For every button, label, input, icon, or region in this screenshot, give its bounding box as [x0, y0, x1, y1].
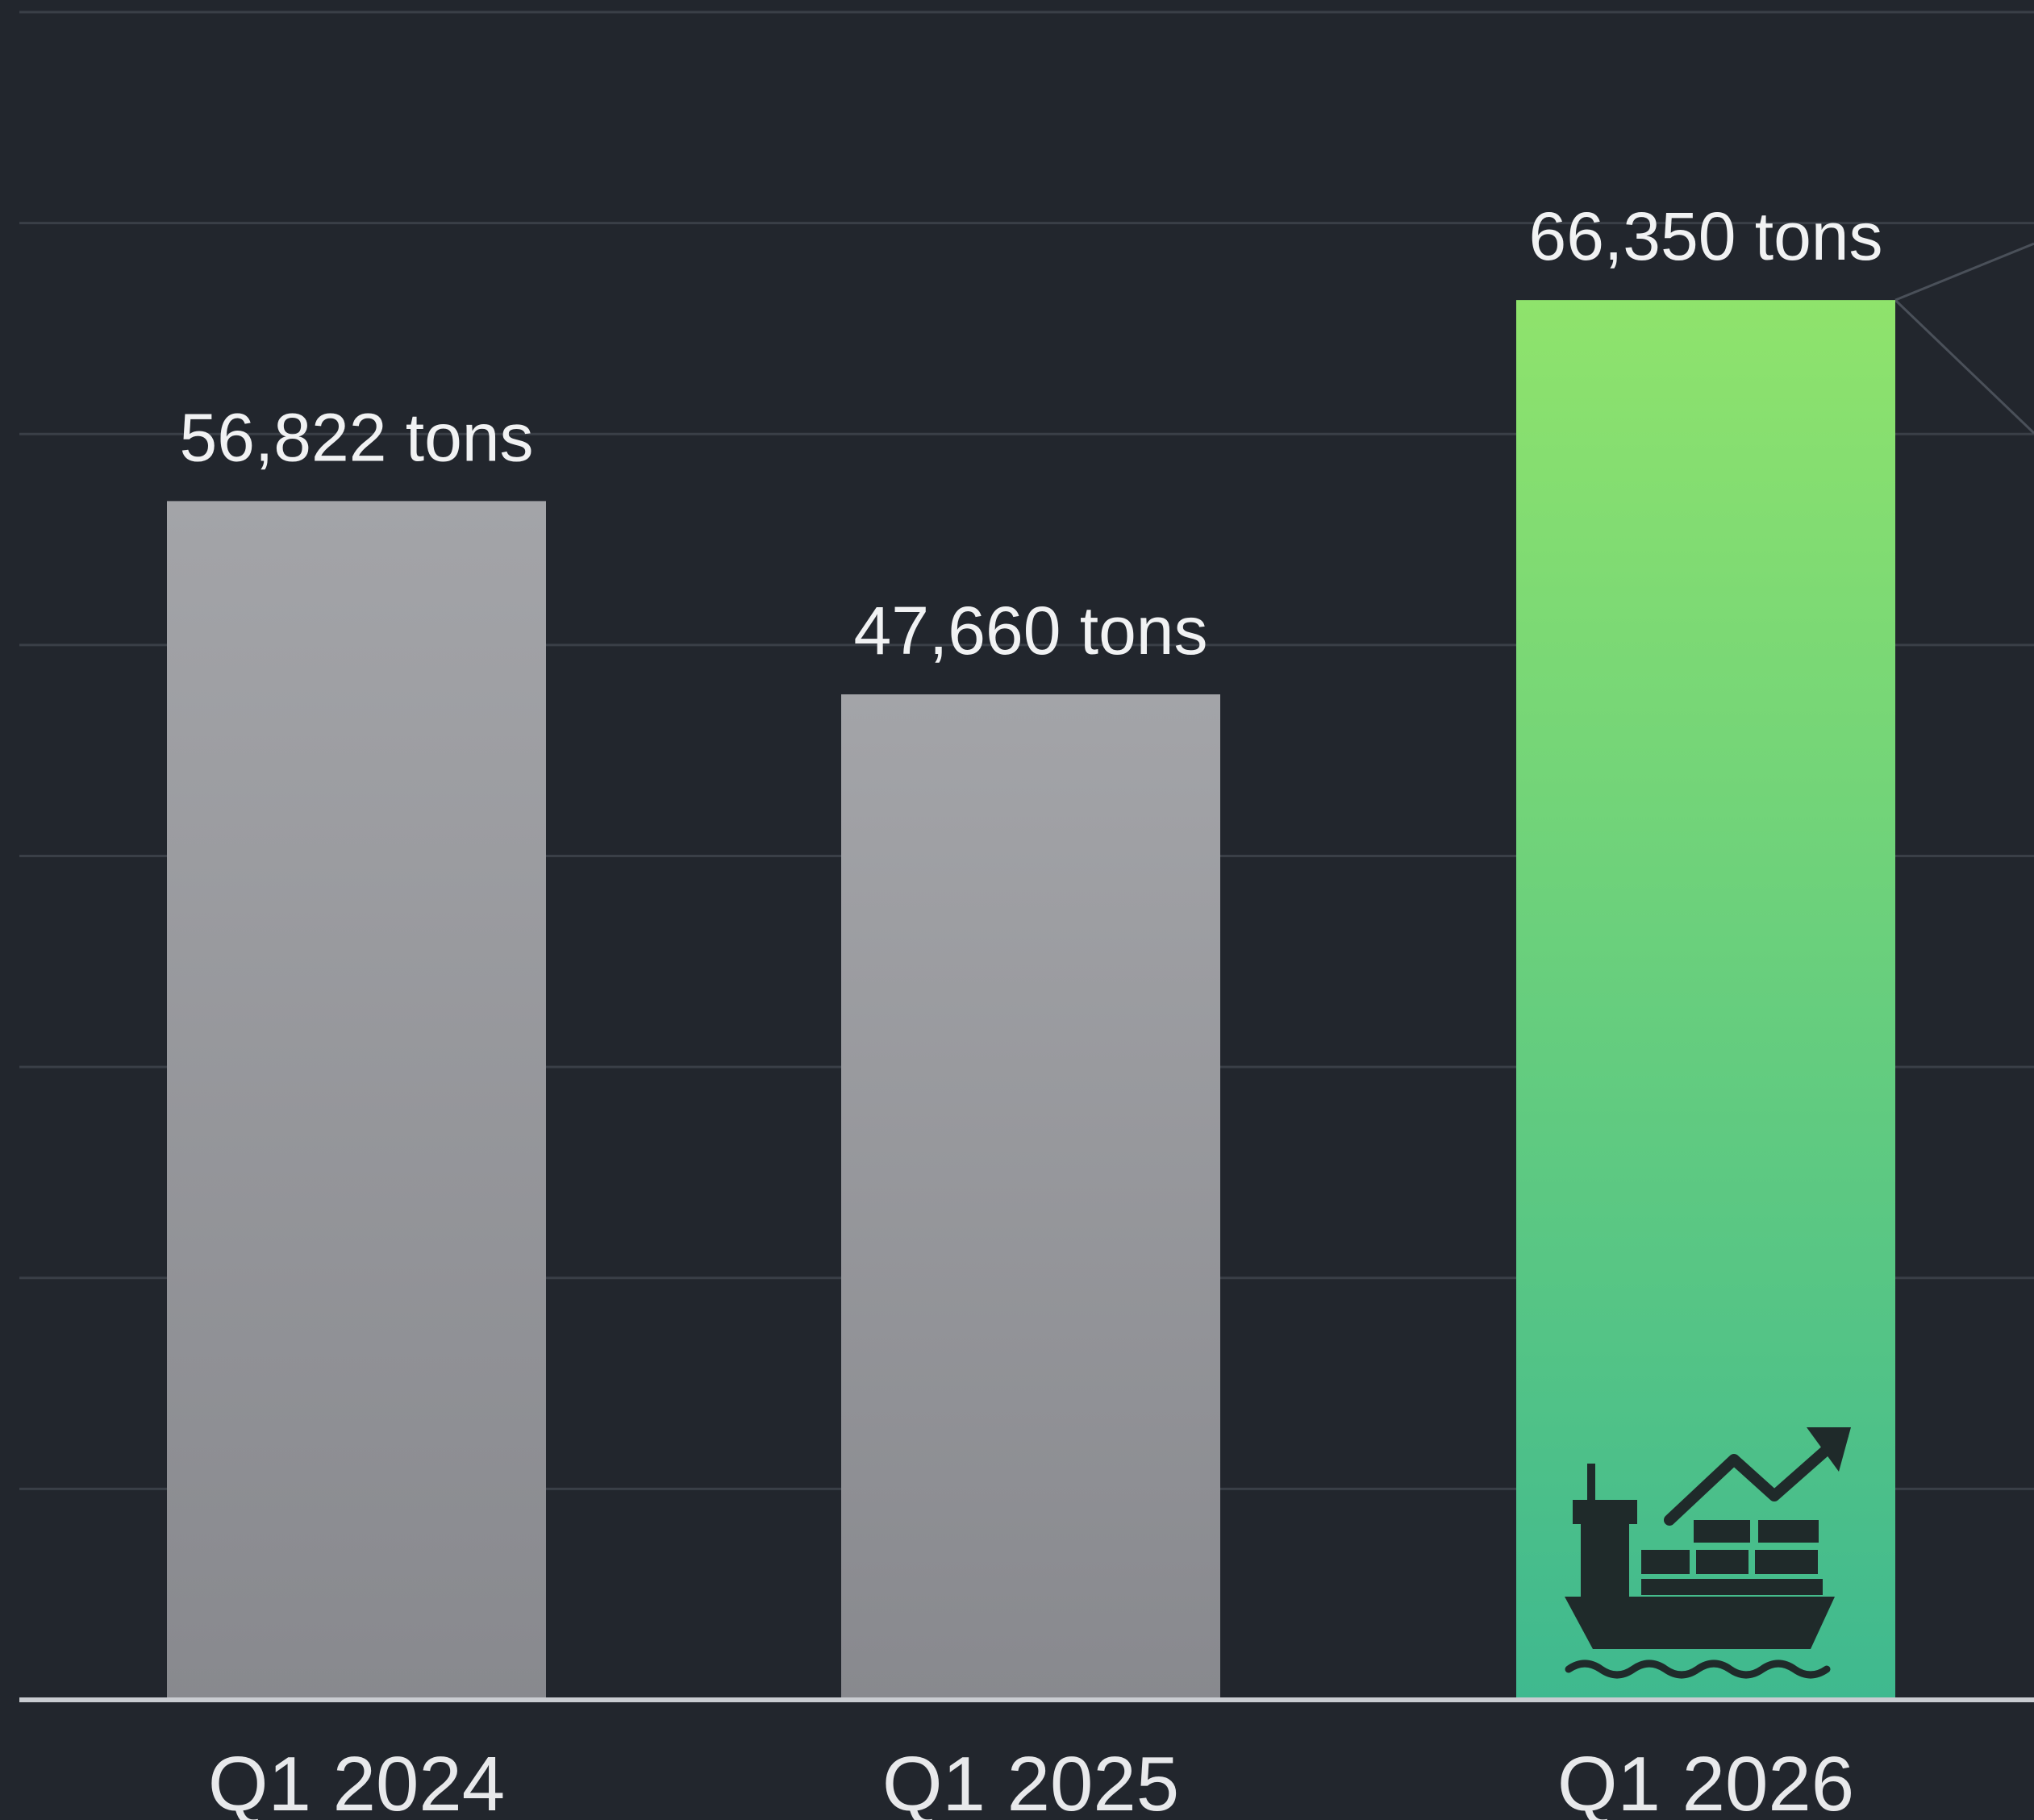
category-label-3: Q1 2026	[1557, 1741, 1854, 1820]
category-label-2: Q1 2025	[882, 1741, 1179, 1820]
category-label-1: Q1 2024	[208, 1741, 505, 1820]
connector-line	[1894, 242, 2034, 302]
bar-1	[167, 501, 546, 1700]
category-axis: Q1 2024 Q1 2025 Q1 2026	[19, 1697, 2034, 1820]
bar-3	[1516, 300, 1895, 1700]
icon-layer	[1565, 1427, 1851, 1679]
bars	[167, 300, 1895, 1701]
value-label-1: 56,822 tons	[179, 399, 533, 475]
bar-2	[841, 694, 1220, 1701]
value-label-3: 66,350 tons	[1528, 198, 1882, 274]
value-label-2: 47,660 tons	[853, 593, 1207, 668]
value-labels: 56,822 tons 47,660 tons 66,350 tons	[179, 198, 1882, 668]
connector-line	[1894, 299, 2034, 435]
cargo-ship-growth-icon	[1565, 1427, 1851, 1679]
